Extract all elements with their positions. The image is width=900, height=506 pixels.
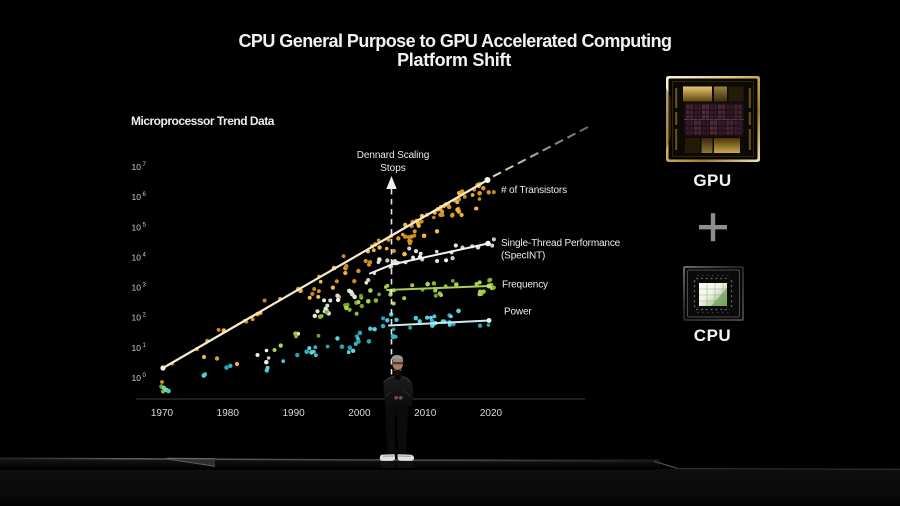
svg-text:10: 10 (132, 343, 142, 353)
svg-text:Microprocessor Trend Data: Microprocessor Trend Data (131, 114, 275, 128)
svg-text:10: 10 (132, 192, 142, 202)
svg-text:10: 10 (132, 283, 142, 293)
svg-text:1990: 1990 (282, 408, 305, 419)
svg-text:GPU: GPU (693, 171, 731, 190)
svg-text:6: 6 (143, 192, 147, 198)
svg-text:10: 10 (132, 162, 142, 172)
svg-text:(SpecINT): (SpecINT) (501, 251, 545, 262)
svg-text:5: 5 (143, 222, 147, 228)
svg-text:# of Transistors: # of Transistors (501, 185, 567, 196)
svg-text:Single-Thread Performance: Single-Thread Performance (501, 238, 621, 249)
svg-text:Platform Shift: Platform Shift (397, 50, 511, 70)
svg-text:0: 0 (143, 373, 147, 379)
svg-text:2020: 2020 (480, 408, 503, 419)
svg-text:2000: 2000 (348, 408, 371, 419)
svg-text:Power: Power (504, 307, 532, 318)
svg-text:10: 10 (132, 222, 142, 232)
svg-text:1: 1 (143, 343, 147, 349)
svg-text:CPU General Purpose to GPU Acc: CPU General Purpose to GPU Accelerated C… (238, 31, 671, 51)
svg-text:Frequency: Frequency (502, 280, 548, 291)
svg-text:1980: 1980 (217, 408, 240, 419)
svg-text:3: 3 (143, 283, 147, 289)
svg-text:7: 7 (143, 162, 147, 168)
svg-text:CPU: CPU (694, 326, 731, 345)
svg-text:Stops: Stops (380, 163, 406, 174)
svg-text:Dennard Scaling: Dennard Scaling (357, 150, 429, 161)
svg-text:10: 10 (132, 252, 142, 262)
svg-text:2: 2 (143, 313, 147, 319)
svg-text:10: 10 (132, 373, 142, 383)
svg-text:1970: 1970 (151, 408, 174, 419)
svg-text:4: 4 (143, 252, 147, 258)
svg-text:10: 10 (132, 313, 142, 323)
svg-text:2010: 2010 (414, 408, 437, 419)
